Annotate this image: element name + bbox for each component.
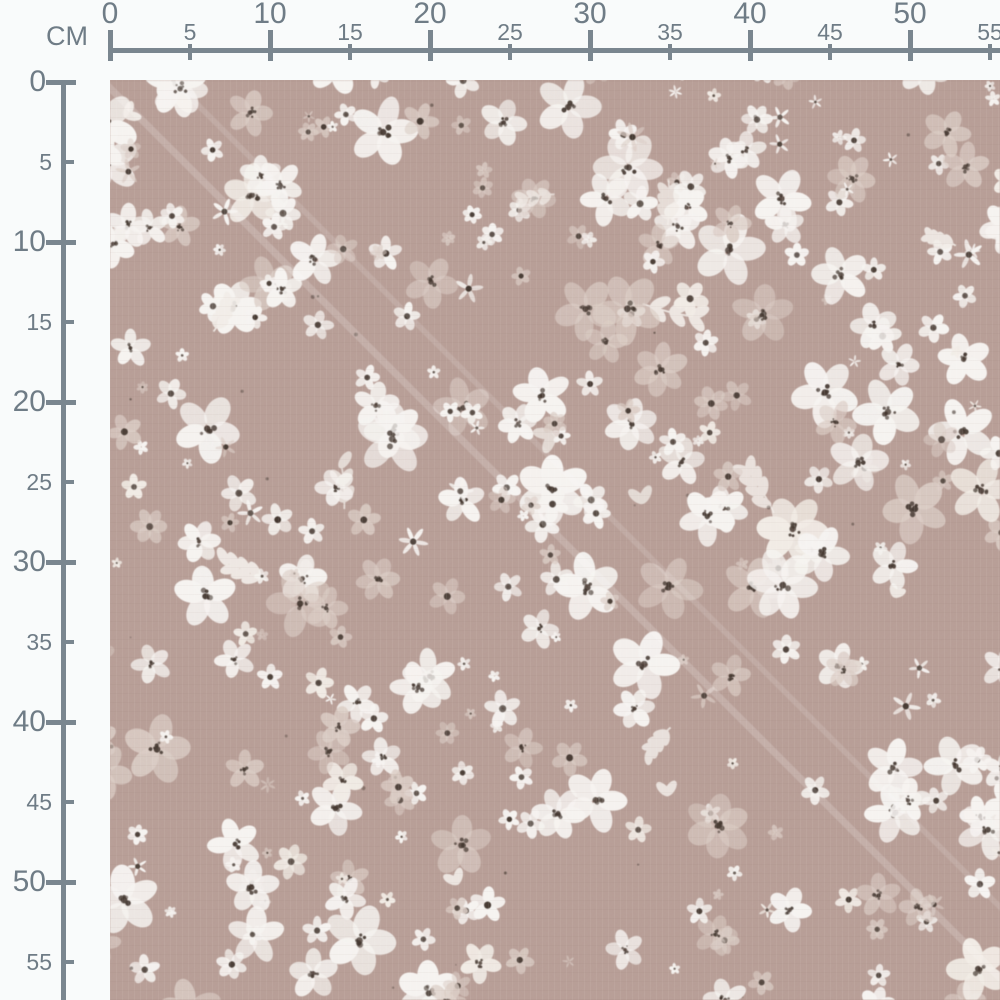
ruler-line (61, 82, 66, 1000)
ruler-tick-label: 20 (413, 0, 447, 30)
ruler-tick-label: 0 (101, 0, 119, 30)
ruler-tick-label: 10 (12, 225, 46, 258)
ruler-tick (668, 44, 672, 60)
ruler-tick-label: 15 (26, 309, 52, 335)
ruler-tick (46, 560, 76, 565)
ruler-unit-label: CM (46, 21, 88, 51)
ruler-tick-label: 0 (29, 65, 46, 98)
ruler-tick (61, 480, 74, 484)
ruler-tick-label: 35 (657, 19, 683, 45)
ruler-tick-label: 45 (817, 19, 843, 45)
ruler-tick (46, 80, 76, 85)
ruler-tick (61, 160, 74, 164)
ruler-tick-label: 25 (26, 469, 52, 495)
ruler-tick (348, 44, 352, 60)
ruler-tick-label: 30 (12, 545, 46, 578)
ruler-tick-label: 35 (26, 629, 52, 655)
ruler-tick (908, 30, 913, 61)
ruler-tick-label: 40 (12, 705, 46, 738)
ruler-tick-label: 55 (977, 19, 1000, 45)
ruler-tick-label: 40 (733, 0, 767, 30)
ruler-tick (61, 800, 74, 804)
ruler-tick (61, 960, 74, 964)
ruler-tick-label: 10 (253, 0, 287, 30)
ruler-tick-label: 5 (183, 19, 197, 45)
ruler-tick (188, 44, 192, 60)
ruler-tick (46, 880, 76, 885)
ruler-tick (828, 44, 832, 60)
ruler-tick-label: 45 (26, 789, 52, 815)
ruler-tick (61, 640, 74, 644)
fabric-swatch (110, 80, 1000, 1000)
ruler-line (110, 48, 1000, 53)
fabric-grain-overlay (110, 80, 1000, 1000)
ruler-tick (268, 30, 273, 61)
ruler-tick-label: 15 (337, 19, 363, 45)
ruler-tick (508, 44, 512, 60)
ruler-tick (61, 320, 74, 324)
ruler-tick (748, 30, 753, 61)
ruler-tick-label: 50 (893, 0, 927, 30)
ruler-tick (988, 44, 992, 60)
ruler-tick-label: 50 (12, 865, 46, 898)
ruler-tick-label: 55 (26, 949, 52, 975)
floral-pattern-image (110, 80, 1000, 1000)
ruler-tick (46, 240, 76, 245)
left-ruler-cm: 0 5 10 15 20 25 30 35 40 45 50 55 (0, 67, 110, 1000)
ruler-tick (46, 400, 76, 405)
ruler-tick-label: 25 (497, 19, 523, 45)
ruler-tick-label: 30 (573, 0, 607, 30)
ruler-tick (428, 30, 433, 61)
ruler-tick (588, 30, 593, 61)
ruler-tick (108, 30, 113, 61)
ruler-tick (46, 720, 76, 725)
ruler-tick-label: 20 (12, 385, 46, 418)
top-ruler-cm: 0 5 10 15 20 25 30 35 40 45 50 55 (102, 0, 1000, 80)
ruler-tick-label: 5 (39, 149, 52, 175)
